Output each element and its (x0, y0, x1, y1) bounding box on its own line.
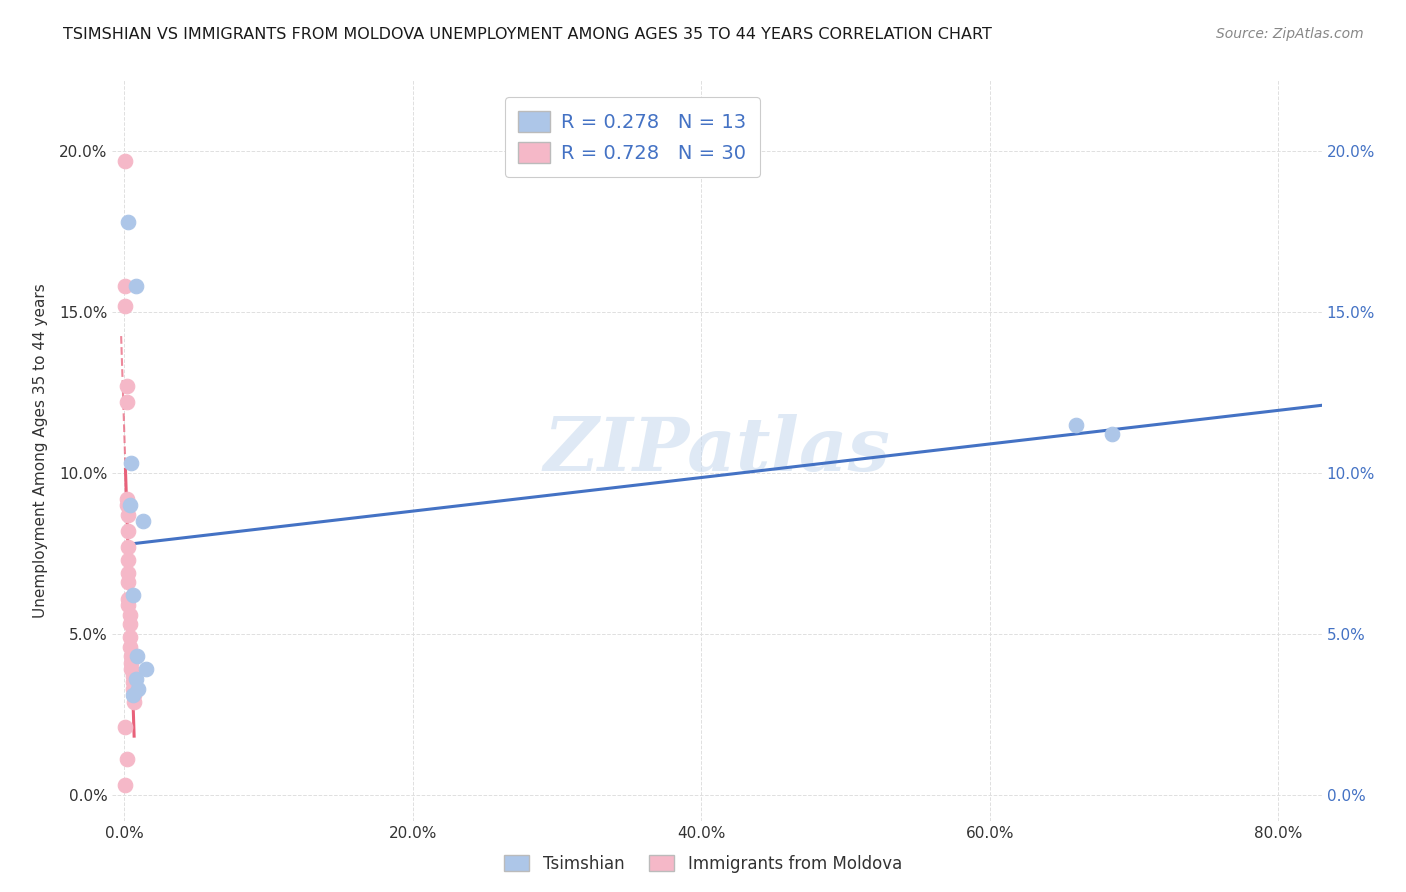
Point (117, 553, 139, 567)
Point (114, 778, 136, 792)
Text: Source: ZipAtlas.com: Source: ZipAtlas.com (1216, 27, 1364, 41)
Point (117, 508, 139, 522)
Point (118, 617, 141, 632)
Point (114, 153, 136, 168)
Point (121, 688, 143, 702)
Point (115, 752, 138, 766)
Legend: R = 0.278   N = 13, R = 0.728   N = 30: R = 0.278 N = 13, R = 0.728 N = 30 (505, 97, 761, 177)
Point (120, 456, 142, 470)
Point (1066, 417, 1088, 432)
Point (120, 656, 142, 670)
Point (117, 575, 139, 590)
Point (117, 566, 139, 580)
Point (121, 669, 143, 683)
Point (118, 640, 141, 654)
Point (124, 279, 146, 293)
Point (115, 498, 138, 512)
Point (120, 649, 142, 664)
Point (132, 514, 155, 528)
Point (121, 675, 143, 690)
Point (122, 688, 145, 702)
Point (117, 598, 139, 612)
Legend: Tsimshian, Immigrants from Moldova: Tsimshian, Immigrants from Moldova (498, 848, 908, 880)
Point (118, 498, 141, 512)
Point (117, 215, 139, 229)
Point (114, 279, 136, 293)
Text: ZIPatlas: ZIPatlas (544, 414, 890, 487)
Point (117, 591, 139, 606)
Point (115, 491, 138, 506)
Point (114, 299, 136, 313)
Point (117, 540, 139, 554)
Point (117, 524, 139, 538)
Y-axis label: Unemployment Among Ages 35 to 44 years: Unemployment Among Ages 35 to 44 years (34, 283, 48, 618)
Text: TSIMSHIAN VS IMMIGRANTS FROM MOLDOVA UNEMPLOYMENT AMONG AGES 35 TO 44 YEARS CORR: TSIMSHIAN VS IMMIGRANTS FROM MOLDOVA UNE… (63, 27, 993, 42)
Point (118, 607, 141, 622)
Point (114, 720, 136, 734)
Point (1101, 427, 1123, 442)
Point (115, 395, 138, 409)
Point (125, 649, 148, 664)
Point (124, 672, 146, 686)
Point (135, 662, 157, 676)
Point (121, 588, 143, 602)
Point (115, 379, 138, 393)
Point (122, 694, 145, 708)
Point (118, 630, 141, 644)
Point (121, 681, 143, 696)
Point (120, 662, 142, 676)
Point (127, 681, 149, 696)
